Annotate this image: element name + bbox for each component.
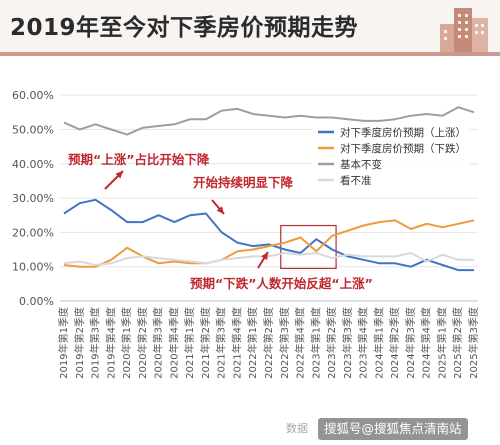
x-tick-label: 2023年第1季度 bbox=[309, 307, 322, 379]
x-tick-label: 2019年第4季度 bbox=[104, 307, 117, 379]
annotation-text: 预期“下跌”人数开始反超“上涨” bbox=[190, 276, 373, 291]
y-tick-label: 20.00% bbox=[12, 226, 54, 239]
x-tick-label: 2024年第4季度 bbox=[420, 307, 433, 379]
x-tick-label: 2025年第2季度 bbox=[451, 307, 464, 379]
legend-background bbox=[312, 122, 470, 192]
annotation-text: 预期“上涨”占比开始下降 bbox=[68, 152, 210, 167]
x-tick-label: 2024年第2季度 bbox=[388, 307, 401, 379]
arrow-up-rise-head bbox=[115, 171, 123, 179]
title-bar bbox=[0, 0, 500, 56]
watermark: 搜狐号@搜狐焦点清南站 bbox=[318, 418, 468, 440]
x-tick-label: 2021年第4季度 bbox=[230, 307, 243, 379]
y-tick-label: 10.00% bbox=[12, 261, 54, 274]
x-tick-label: 2025年第1季度 bbox=[435, 307, 448, 379]
x-tick-label: 2022年第4季度 bbox=[294, 307, 307, 379]
arrow-down-decline-head bbox=[216, 206, 224, 214]
highlight-box bbox=[280, 224, 337, 270]
x-tick-label: 2023年第4季度 bbox=[357, 307, 370, 379]
line-chart: 0.00% 10.00% 20.00% 30.00% 40.00% 50.00% 60.00… bbox=[12, 89, 480, 379]
source-label: 数据 bbox=[286, 422, 308, 435]
x-tick-label: 2021年第3季度 bbox=[215, 307, 228, 379]
x-tick-label: 2024年第1季度 bbox=[372, 307, 385, 379]
building-icon bbox=[440, 8, 488, 54]
series-line-2 bbox=[63, 106, 475, 136]
y-tick-label: 0.00% bbox=[19, 295, 54, 308]
x-tick-label: 2021年第1季度 bbox=[183, 307, 196, 379]
annotation-text: 开始持续明显下降 bbox=[193, 175, 294, 190]
x-tick-label: 2019年第2季度 bbox=[73, 307, 86, 379]
x-tick-label: 2023年第3季度 bbox=[341, 307, 354, 379]
x-tick-label: 2021年第2季度 bbox=[199, 307, 212, 379]
x-tick-label: 2022年第3季度 bbox=[278, 307, 291, 379]
legend-label: 看不准 bbox=[340, 174, 372, 187]
series-line-0 bbox=[63, 198, 474, 272]
y-tick-label: 40.00% bbox=[12, 158, 54, 171]
x-tick-label: 2019年第3季度 bbox=[89, 307, 102, 379]
legend-label: 基本不变 bbox=[340, 158, 382, 171]
arrow-crossover-head bbox=[261, 252, 268, 260]
chart-title: 2019年至今对下季房价预期走势 bbox=[10, 15, 359, 41]
x-tick-label: 2022年第2季度 bbox=[262, 307, 275, 379]
x-tick-label: 2024年第3季度 bbox=[404, 307, 417, 379]
x-tick-label: 2020年第2季度 bbox=[136, 307, 149, 379]
x-tick-label: 2023年第2季度 bbox=[325, 307, 338, 379]
x-tick-label: 2025年第3季度 bbox=[467, 307, 480, 379]
series-line-1 bbox=[63, 219, 475, 268]
y-tick-label: 60.00% bbox=[12, 89, 54, 102]
x-tick-label: 2020年第4季度 bbox=[167, 307, 180, 379]
x-tick-label: 2022年第1季度 bbox=[246, 307, 259, 379]
y-tick-label: 50.00% bbox=[12, 123, 54, 136]
legend-label: 对下季度房价预期（上涨） bbox=[340, 126, 466, 139]
x-tick-label: 2020年第3季度 bbox=[152, 307, 165, 379]
title-underline bbox=[0, 52, 500, 56]
series-line-3 bbox=[63, 252, 474, 266]
legend-label: 对下季度房价预期（下跌） bbox=[340, 142, 466, 155]
y-tick-label: 30.00% bbox=[12, 192, 54, 205]
x-tick-label: 2020年第1季度 bbox=[120, 307, 133, 379]
x-tick-label: 2019年第1季度 bbox=[57, 307, 70, 379]
